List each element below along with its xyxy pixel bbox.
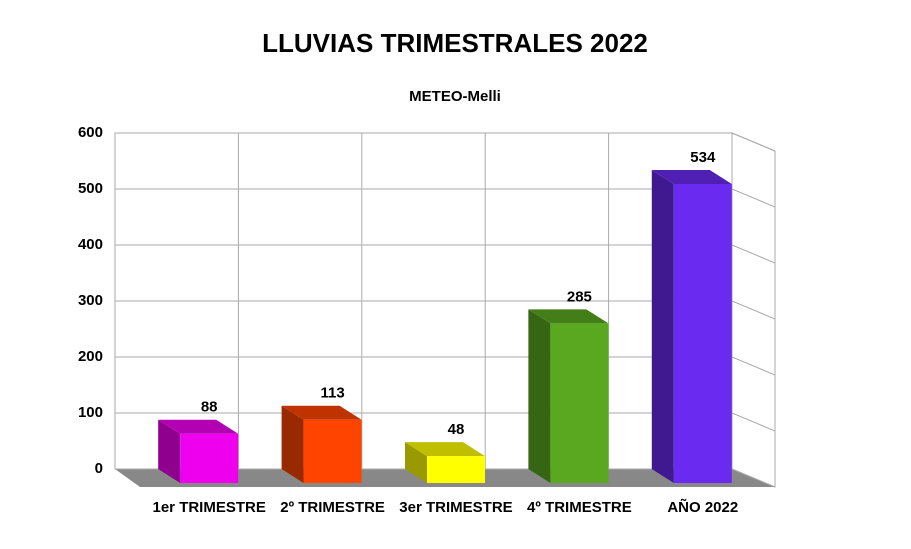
bar [673, 183, 732, 483]
bar-side [651, 169, 674, 483]
value-label: 48 [448, 421, 465, 438]
x-tick-label: AÑO 2022 [667, 498, 738, 516]
chart-subtitle: METEO-Melli [409, 88, 501, 105]
bar [303, 419, 362, 483]
value-label: 113 [320, 385, 344, 402]
y-tick-label: 400 [78, 236, 103, 253]
bar-top [528, 309, 609, 324]
y-tick-label: 300 [78, 292, 103, 309]
bar-top [158, 419, 239, 434]
chart-title: LLUVIAS TRIMESTRALES 2022 [262, 28, 648, 58]
x-tick-label: 4º TRIMESTRE [527, 499, 632, 516]
x-tick-label: 2º TRIMESTRE [280, 499, 385, 516]
x-tick-label: 3er TRIMESTRE [399, 499, 512, 516]
value-label: 285 [567, 288, 592, 305]
y-tick-label: 0 [95, 460, 103, 477]
y-tick-label: 200 [78, 348, 103, 365]
bar-side [281, 405, 304, 483]
grid-line [731, 300, 776, 320]
bar-top [404, 442, 485, 457]
bar [550, 323, 609, 483]
y-tick-label: 100 [78, 404, 103, 421]
x-tick-label: 1er TRIMESTRE [153, 499, 266, 516]
grid-line [731, 132, 776, 152]
bar-top [281, 405, 362, 420]
grid-line [731, 468, 776, 488]
y-tick-label: 500 [78, 180, 103, 197]
y-tick-label: 600 [78, 124, 103, 141]
bar-side [528, 309, 551, 483]
bar-top [651, 169, 732, 184]
grid-line [731, 244, 776, 264]
grid-line [731, 412, 776, 432]
bar [180, 433, 239, 483]
grid-line [731, 356, 776, 376]
grid-line [731, 188, 776, 208]
bar-side [404, 442, 427, 483]
value-label: 534 [690, 149, 716, 166]
value-label: 88 [201, 399, 218, 416]
bar-side [158, 419, 181, 483]
bar [426, 456, 485, 483]
